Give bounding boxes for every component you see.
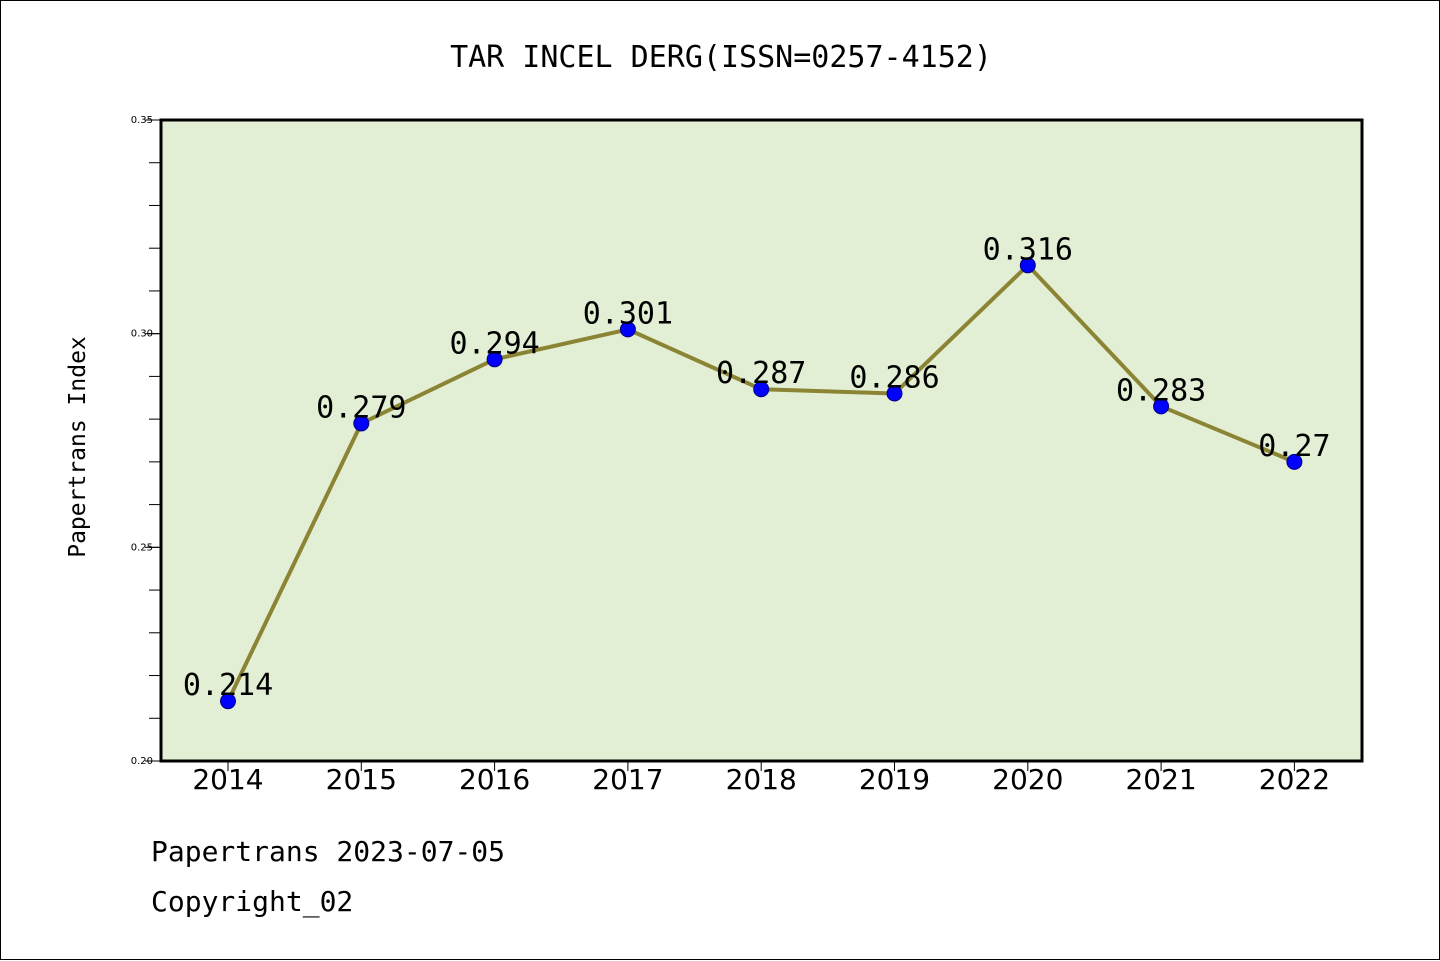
data-point (353, 415, 370, 432)
data-point (1286, 453, 1303, 470)
data-label: 0.287 (716, 356, 806, 391)
data-label: 0.27 (1258, 429, 1330, 464)
y-tick-label: 0.30 (131, 329, 153, 340)
data-label: 0.214 (183, 668, 273, 703)
plot-area (161, 120, 1362, 761)
data-label: 0.316 (983, 232, 1073, 267)
data-point (486, 351, 503, 368)
x-tick-label: 2018 (726, 763, 797, 796)
x-tick-label: 2016 (459, 763, 530, 796)
y-tick-label: 0.35 (131, 115, 153, 126)
y-tick-label: 0.20 (131, 756, 153, 767)
plot-border (159, 118, 1364, 763)
x-tick-label: 2015 (326, 763, 397, 796)
data-point (619, 321, 636, 338)
footer-copyright: Copyright_02 (151, 885, 354, 918)
chart-title: TAR INCEL DERG(ISSN=0257-4152) (450, 40, 992, 75)
x-tick-label: 2017 (592, 763, 663, 796)
data-labels: 0.214 0.279 0.294 0.301 0.287 0.286 0.316 0.283… (183, 232, 1331, 703)
data-label: 0.286 (849, 360, 939, 395)
x-tick-label: 2020 (992, 763, 1063, 796)
data-point (220, 693, 236, 710)
y-axis-label: Papertrans Index (65, 336, 91, 558)
x-axis: 2014 2015 2016 2017 2018 2019 2020 2021 2022 (192, 761, 1330, 796)
data-label: 0.283 (1116, 373, 1206, 408)
y-tick-label: 0.25 (131, 542, 153, 553)
data-label: 0.301 (583, 296, 673, 331)
x-tick-label: 2021 (1125, 763, 1196, 796)
data-point (1019, 257, 1036, 274)
x-tick-label: 2022 (1259, 763, 1330, 796)
y-axis: 0.20 0.25 0.30 0.35 (131, 115, 161, 767)
data-label: 0.279 (316, 390, 406, 425)
x-tick-label: 2019 (859, 763, 930, 796)
data-point (753, 381, 770, 398)
data-point (886, 385, 903, 402)
x-tick-label: 2014 (192, 763, 263, 796)
series-papertrans-index (220, 257, 1303, 710)
data-point (1153, 398, 1170, 415)
footer-date: Papertrans 2023-07-05 (151, 835, 506, 868)
data-label: 0.294 (449, 326, 539, 361)
